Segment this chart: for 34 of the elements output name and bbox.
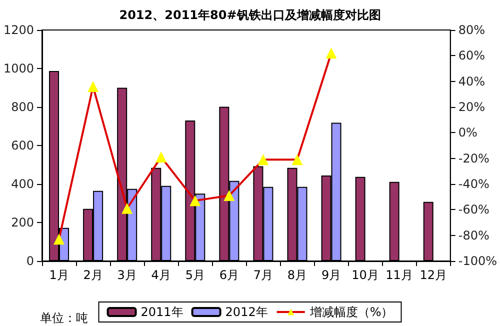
x-tick-label: 3月 — [117, 268, 137, 282]
legend-label: 2011年 — [140, 305, 184, 319]
x-tick-label: 5月 — [185, 268, 205, 282]
x-tick-label: 12月 — [420, 268, 447, 282]
y2-tick-label: 80% — [458, 23, 486, 37]
x-tick-label: 6月 — [219, 268, 239, 282]
text: 单位：吨 — [40, 311, 88, 325]
y-tick-label: 0 — [26, 254, 34, 268]
x-tick-label: 8月 — [287, 268, 308, 282]
y-tick-label: 400 — [11, 177, 34, 191]
y2-tick-label: -80% — [458, 228, 490, 242]
y2-tick-label: -60% — [458, 202, 490, 217]
y2-tick-label: -40% — [458, 177, 490, 191]
legend-label: 增减幅度（%） — [308, 305, 394, 319]
y2-tick-label: 20% — [458, 100, 486, 114]
legend-label: 2012年 — [225, 305, 268, 319]
x-tick-label: 2月 — [83, 268, 103, 282]
y-tick-label: 1000 — [3, 62, 34, 76]
y-tick-label: 1200 — [3, 23, 34, 37]
x-tick-label: 7月 — [253, 268, 274, 282]
y2-tick-label: 60% — [458, 48, 486, 63]
y2-tick-label: -100% — [458, 254, 498, 268]
chart-title: 2012、2011年80#钒铁出口及增减幅度对比图 — [119, 8, 381, 22]
y-tick-label: 200 — [11, 216, 34, 230]
y-tick-label: 800 — [11, 100, 34, 114]
y2-tick-label: -20% — [458, 151, 490, 166]
x-tick-label: 1月 — [49, 268, 69, 282]
x-tick-label: 9月 — [321, 268, 342, 282]
y-tick-label: 600 — [11, 138, 34, 152]
y2-tick-label: 40% — [458, 74, 486, 88]
y2-tick-label: 0% — [458, 126, 478, 140]
x-tick-label: 4月 — [151, 268, 171, 282]
x-tick-label: 10月 — [352, 268, 379, 282]
x-tick-label: 11月 — [386, 268, 413, 282]
